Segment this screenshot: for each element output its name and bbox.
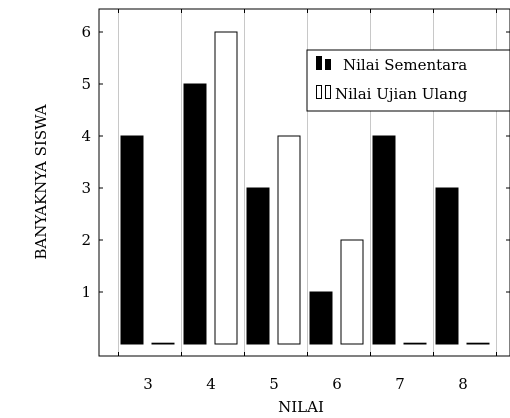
bar-nilai-sementara-3 bbox=[120, 135, 144, 345]
legend-label-nilai-ujian-ulang: Nilai Ujian Ulang bbox=[335, 85, 468, 103]
bar-nilai-sementara-5 bbox=[246, 187, 270, 345]
y-tick-label: 6 bbox=[81, 23, 91, 41]
y-tick-label: 3 bbox=[81, 179, 91, 197]
legend-swatch-nilai-sementara-b bbox=[325, 59, 331, 70]
bar-nilai-sementara-6 bbox=[309, 291, 333, 345]
bars bbox=[120, 31, 490, 345]
bar-nilai-sementara-7 bbox=[372, 135, 396, 345]
bar-nilai-ujian-ulang-5 bbox=[277, 135, 301, 345]
y-axis-title: BANYAKNYA SISWA bbox=[32, 104, 50, 259]
legend-box bbox=[306, 49, 510, 112]
plot-frame bbox=[98, 8, 510, 357]
x-tick-label: 6 bbox=[332, 375, 342, 393]
y-axis-ticks: 1 2 3 4 5 6 bbox=[81, 23, 510, 301]
x-axis-title: NILAI bbox=[278, 398, 324, 416]
bar-nilai-ujian-ulang-3 bbox=[151, 342, 175, 345]
bar-nilai-ujian-ulang-7 bbox=[403, 342, 427, 345]
bar-nilai-ujian-ulang-6 bbox=[340, 239, 364, 345]
legend-swatch-nilai-ujian-ulang-a bbox=[316, 85, 322, 99]
x-tick-label: 8 bbox=[458, 375, 468, 393]
x-tick-label: 4 bbox=[206, 375, 216, 393]
legend-label-nilai-sementara: Nilai Sementara bbox=[343, 56, 467, 74]
bar-nilai-sementara-8 bbox=[435, 187, 459, 345]
bar-nilai-ujian-ulang-4 bbox=[214, 31, 238, 345]
x-tick-label: 7 bbox=[395, 375, 405, 393]
y-tick-label: 2 bbox=[81, 231, 91, 249]
y-tick-label: 1 bbox=[81, 283, 91, 301]
x-tick-label: 5 bbox=[269, 375, 279, 393]
x-axis-ticks: 3 4 5 6 7 8 bbox=[118, 9, 497, 393]
y-tick-label: 5 bbox=[81, 75, 91, 93]
legend-swatch-nilai-ujian-ulang-b bbox=[325, 85, 331, 99]
y-tick-label: 4 bbox=[81, 127, 91, 145]
legend: Nilai Sementara Nilai Ujian Ulang bbox=[306, 49, 510, 112]
bar-nilai-sementara-4 bbox=[183, 83, 207, 345]
legend-swatch-nilai-sementara-a bbox=[316, 56, 322, 70]
x-tick-label: 3 bbox=[143, 375, 153, 393]
bar-nilai-ujian-ulang-8 bbox=[466, 342, 490, 345]
